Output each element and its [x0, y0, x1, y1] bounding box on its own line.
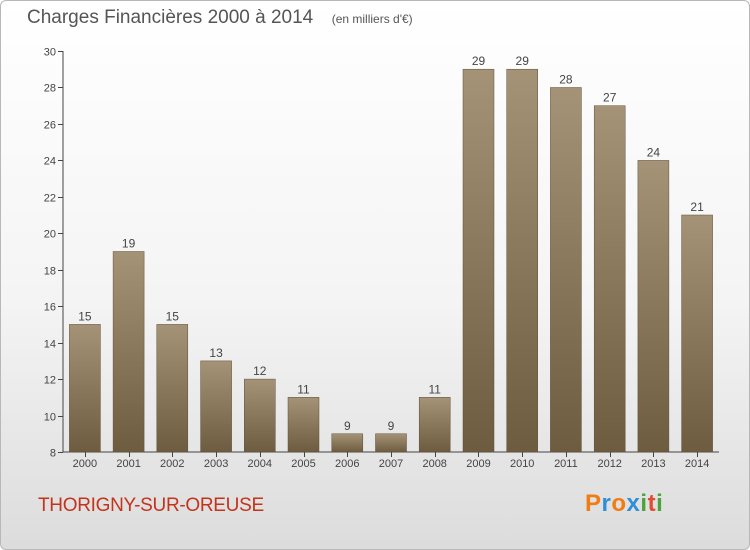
x-tick-label: 2011: [554, 458, 578, 470]
bar-value-label: 12: [253, 364, 267, 378]
y-tick-label: 20: [44, 229, 56, 241]
bar: [506, 68, 538, 453]
bar: [331, 433, 364, 453]
bar: [593, 105, 626, 453]
y-tick-label: 8: [50, 448, 56, 460]
bar-value-label: 27: [603, 91, 617, 105]
logo-letter: t: [647, 490, 657, 517]
x-tick-label: 2004: [248, 458, 272, 470]
x-tick-label: 2012: [597, 458, 621, 470]
bar-value-label: 24: [647, 145, 661, 159]
x-tick-label: 2002: [160, 458, 184, 470]
y-tick-label: 16: [44, 302, 56, 314]
bar-value-label: 9: [388, 419, 395, 433]
bar: [418, 397, 451, 453]
bar: [287, 397, 320, 453]
x-tick-label: 2000: [73, 458, 97, 470]
bar-value-label: 29: [516, 54, 530, 68]
bar-value-label: 29: [472, 54, 486, 68]
logo-letter: x: [626, 490, 641, 517]
chart-title: Charges Financières 2000 à 2014: [27, 7, 314, 28]
logo-letter: r: [601, 490, 612, 517]
x-tick-label: 2014: [685, 458, 709, 470]
bar: [200, 360, 232, 453]
bar: [112, 251, 145, 453]
x-tick-label: 2007: [379, 458, 403, 470]
y-tick-label: 30: [44, 47, 56, 59]
bar: [462, 68, 495, 453]
bar-value-label: 9: [344, 419, 351, 433]
y-tick-label: 24: [44, 156, 56, 168]
bars-group: 15 19 15 13 12 11 9 9 11 29 29 28 27 24 21: [69, 54, 713, 453]
logo-letter: i: [656, 490, 664, 517]
logo-letter: o: [611, 490, 627, 517]
bar-value-label: 15: [78, 309, 92, 323]
x-tick-label: 2003: [204, 458, 228, 470]
proxiti-logo: Proxiti: [585, 490, 663, 518]
y-tick-label: 28: [44, 83, 56, 95]
bar: [375, 433, 407, 453]
bar-value-label: 11: [297, 382, 310, 396]
chart-subtitle: (en milliers d'€): [331, 12, 413, 26]
bar-value-label: 19: [122, 237, 136, 251]
y-tick-label: 22: [44, 193, 56, 205]
bar: [681, 214, 713, 453]
bar: [244, 378, 276, 453]
x-tick-label: 2008: [422, 458, 446, 470]
x-tick-label: 2006: [335, 458, 359, 470]
bar: [156, 324, 189, 453]
x-tick-label: 2005: [291, 458, 315, 470]
x-tick-label: 2001: [116, 458, 140, 470]
y-tick-label: 18: [44, 266, 56, 278]
y-tick-label: 10: [44, 412, 56, 424]
y-tick-label: 14: [44, 339, 56, 351]
logo-letter: i: [640, 490, 648, 517]
y-tick-label: 26: [44, 120, 56, 132]
title-row: Charges Financières 2000 à 2014 (en mill…: [27, 7, 413, 29]
bar: [69, 324, 101, 453]
bar-value-label: 11: [428, 382, 441, 396]
x-tick-label: 2009: [466, 458, 490, 470]
bar-value-label: 28: [559, 73, 573, 87]
bar: [550, 87, 582, 453]
bar-value-label: 13: [209, 346, 223, 360]
x-tick-label: 2010: [510, 458, 534, 470]
bar: [637, 160, 670, 453]
bar-value-label: 15: [166, 309, 180, 323]
place-name: THORIGNY-SUR-OREUSE: [38, 495, 264, 516]
bar-value-label: 21: [690, 200, 704, 214]
logo-letter: P: [585, 490, 602, 517]
x-tick-label: 2013: [641, 458, 665, 470]
y-tick-label: 12: [44, 375, 56, 387]
